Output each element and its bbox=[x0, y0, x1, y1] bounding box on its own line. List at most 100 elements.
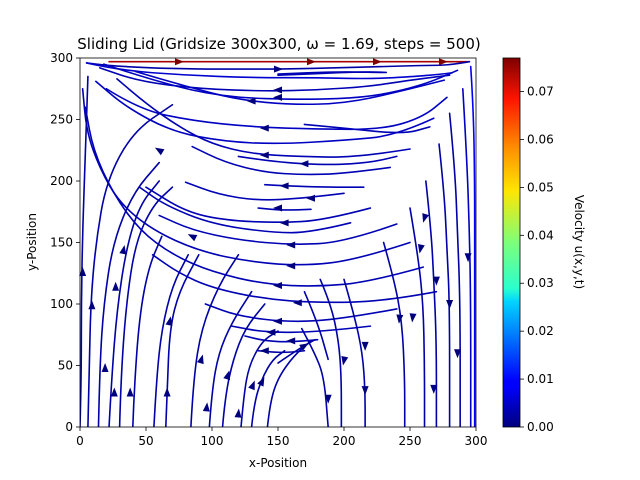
streamline-arrow bbox=[266, 328, 276, 336]
streamline-arrow bbox=[163, 387, 171, 397]
streamline-arrow bbox=[175, 58, 184, 66]
y-axis-label: y-Position bbox=[25, 213, 39, 271]
streamline bbox=[425, 180, 438, 427]
streamline-arrow bbox=[422, 213, 430, 223]
streamline-arrow bbox=[417, 244, 425, 254]
x-tick-label: 100 bbox=[201, 434, 224, 448]
colorbar-tick-label: 0.03 bbox=[527, 276, 554, 290]
streamline-arrow bbox=[307, 58, 316, 66]
x-axis-ticks: 0 50 100 150 200 250 300 bbox=[76, 427, 487, 448]
streamline bbox=[244, 335, 319, 343]
streamline-arrow bbox=[306, 194, 315, 202]
streamline-arrow bbox=[286, 241, 296, 249]
y-tick-label: 300 bbox=[50, 51, 73, 65]
streamline-arrow bbox=[439, 58, 448, 66]
streamline bbox=[208, 290, 253, 427]
streamline-arrow bbox=[234, 408, 242, 418]
streamline bbox=[80, 75, 89, 427]
streamlines-layer bbox=[80, 60, 476, 427]
streamline bbox=[85, 60, 471, 70]
streamline bbox=[158, 214, 398, 245]
streamline-arrow bbox=[119, 244, 127, 255]
x-tick-label: 300 bbox=[465, 434, 488, 448]
y-axis-ticks: 0 50 100 150 200 250 300 bbox=[50, 51, 80, 434]
streamline-arrow bbox=[299, 160, 309, 168]
streamline bbox=[105, 87, 448, 131]
streamline-arrow bbox=[223, 370, 231, 381]
streamline bbox=[469, 65, 476, 427]
streamline-arrow bbox=[165, 316, 173, 326]
streamline-arrow bbox=[88, 300, 96, 310]
arrows-layer bbox=[79, 58, 472, 418]
streamline-arrow bbox=[79, 267, 87, 277]
streamline bbox=[145, 186, 372, 224]
streamline-arrow bbox=[279, 182, 289, 190]
streamline bbox=[303, 290, 329, 361]
streamline bbox=[87, 103, 174, 427]
streamline bbox=[240, 330, 279, 427]
streamline bbox=[151, 254, 438, 304]
y-tick-label: 150 bbox=[50, 236, 73, 250]
streamline bbox=[319, 278, 343, 427]
streamline-arrow bbox=[286, 262, 296, 270]
streamline-arrow bbox=[202, 402, 210, 412]
streamline-arrow bbox=[273, 93, 282, 101]
streamline-arrow bbox=[112, 281, 120, 291]
streamline bbox=[303, 123, 431, 134]
streamline bbox=[108, 180, 160, 427]
streamline-arrow bbox=[246, 97, 256, 105]
streamline bbox=[448, 112, 461, 427]
streamline-arrow bbox=[101, 362, 109, 372]
streamline bbox=[237, 155, 398, 166]
streamline bbox=[85, 62, 454, 80]
streamline bbox=[190, 254, 240, 427]
streamline-arrow bbox=[187, 234, 198, 242]
y-tick-label: 200 bbox=[50, 174, 73, 188]
streamline-arrow bbox=[279, 219, 289, 227]
y-tick-label: 0 bbox=[65, 420, 73, 434]
streamline-arrow bbox=[196, 354, 204, 365]
streamline-arrow bbox=[259, 347, 269, 355]
colorbar-tick-label: 0.02 bbox=[527, 324, 554, 338]
streamline bbox=[257, 207, 312, 211]
streamline bbox=[138, 186, 352, 234]
streamline-arrow bbox=[299, 343, 309, 351]
streamline-arrow bbox=[454, 349, 462, 359]
streamline-arrow bbox=[274, 65, 283, 73]
streamline bbox=[438, 143, 451, 427]
x-tick-label: 250 bbox=[399, 434, 422, 448]
streamline-arrow bbox=[273, 282, 282, 290]
streamline-arrow bbox=[110, 387, 118, 397]
streamline bbox=[231, 325, 372, 334]
y-tick-label: 250 bbox=[50, 113, 73, 127]
streamline-arrow bbox=[259, 151, 269, 159]
streamline-arrow bbox=[257, 377, 265, 387]
streamline-arrow bbox=[373, 58, 382, 66]
x-tick-label: 200 bbox=[333, 434, 356, 448]
colorbar bbox=[502, 57, 521, 428]
streamline bbox=[409, 207, 426, 427]
colorbar-tick-label: 0.06 bbox=[527, 132, 554, 146]
streamline-arrow bbox=[248, 380, 255, 391]
chart-title: Sliding Lid (Gridsize 300x300, ω = 1.69,… bbox=[77, 35, 480, 53]
streamline-arrow bbox=[361, 386, 369, 396]
colorbar-tick-label: 0.07 bbox=[527, 85, 554, 99]
colorbar-tick-label: 0.01 bbox=[527, 372, 554, 386]
streamline bbox=[116, 78, 411, 158]
streamline bbox=[266, 340, 312, 427]
streamline-arrow bbox=[154, 147, 165, 156]
colorbar-tick-label: 0.04 bbox=[527, 228, 554, 242]
streamline-arrow bbox=[430, 384, 438, 394]
streamline-arrow bbox=[324, 394, 332, 404]
streamline bbox=[153, 254, 190, 427]
streamline-arrow bbox=[432, 276, 440, 286]
streamline bbox=[134, 70, 446, 106]
streamline bbox=[97, 161, 160, 427]
x-axis-label: x-Position bbox=[249, 456, 307, 470]
streamline-arrow bbox=[464, 253, 472, 263]
streamline bbox=[300, 327, 329, 427]
streamline bbox=[277, 71, 387, 77]
streamline-arrow bbox=[273, 317, 282, 325]
y-tick-label: 50 bbox=[58, 359, 73, 373]
